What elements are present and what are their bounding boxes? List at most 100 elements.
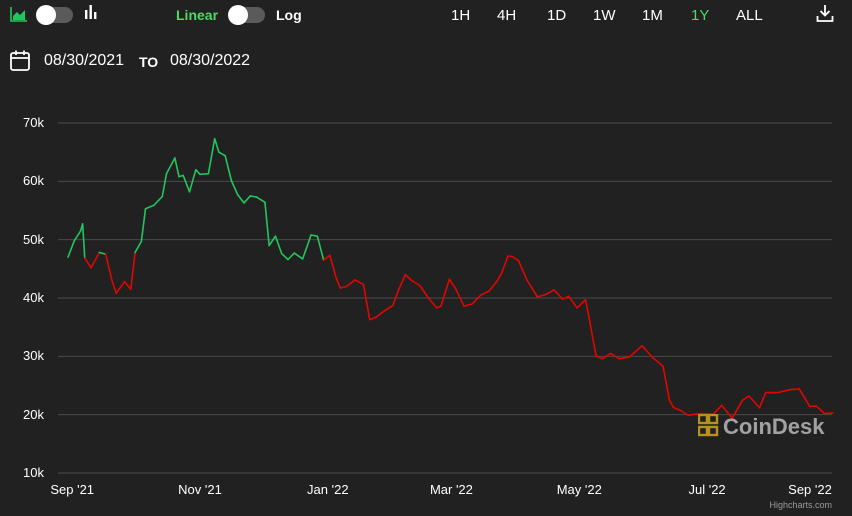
price-segment bbox=[511, 255, 520, 262]
price-segment bbox=[264, 201, 270, 247]
price-segment bbox=[553, 289, 564, 300]
price-segment bbox=[280, 252, 289, 261]
price-segment bbox=[687, 412, 702, 417]
highcharts-credit[interactable]: Highcharts.com bbox=[769, 500, 832, 510]
x-tick-label: Jul '22 bbox=[688, 482, 726, 497]
x-tick-label: Mar '22 bbox=[429, 482, 473, 497]
price-segment bbox=[293, 252, 304, 260]
y-tick-label: 70k bbox=[23, 115, 44, 130]
price-segment bbox=[584, 298, 591, 323]
end-date-field[interactable]: 08/30/2022 bbox=[170, 52, 251, 69]
x-tick-label: Sep '22 bbox=[788, 482, 832, 497]
price-segment bbox=[161, 172, 168, 198]
price-segment bbox=[419, 284, 430, 299]
price-segment bbox=[440, 278, 451, 307]
price-segment bbox=[479, 290, 490, 296]
price-segment bbox=[188, 168, 197, 193]
price-segment bbox=[345, 279, 356, 288]
y-tick-label: 20k bbox=[23, 406, 44, 422]
y-tick-label: 30k bbox=[23, 348, 44, 364]
download-icon[interactable] bbox=[816, 4, 834, 23]
price-segment bbox=[140, 207, 147, 243]
price-segment bbox=[496, 272, 503, 282]
price-segment bbox=[130, 251, 136, 291]
price-segment bbox=[255, 196, 266, 204]
price-segment bbox=[790, 388, 801, 391]
scale-toggle[interactable] bbox=[228, 5, 265, 25]
price-segment bbox=[165, 157, 176, 175]
price-segment bbox=[618, 356, 631, 360]
price-segment bbox=[90, 251, 101, 269]
price-segment bbox=[111, 279, 117, 295]
price-segment bbox=[322, 254, 331, 261]
price-segment bbox=[517, 259, 528, 281]
price-segment bbox=[712, 404, 723, 415]
price-segment bbox=[628, 345, 643, 358]
price-segment bbox=[199, 172, 210, 176]
price-segment bbox=[641, 345, 654, 359]
price-segment bbox=[329, 254, 338, 279]
bar-chart-icon[interactable] bbox=[84, 4, 98, 20]
y-tick-label: 60k bbox=[23, 173, 44, 189]
start-date-field[interactable]: 08/30/2021 bbox=[44, 52, 125, 69]
price-segment bbox=[115, 280, 126, 295]
price-segment bbox=[153, 195, 164, 207]
price-segment bbox=[368, 316, 377, 321]
range-button-4h[interactable]: 4H bbox=[497, 7, 517, 24]
y-tick-label: 50k bbox=[23, 231, 44, 247]
price-segment bbox=[609, 352, 620, 360]
price-segment bbox=[287, 252, 296, 261]
price-segment bbox=[354, 279, 365, 286]
price-segment bbox=[249, 195, 258, 198]
price-line bbox=[67, 137, 834, 419]
price-segment bbox=[213, 137, 220, 153]
price-segment bbox=[500, 255, 509, 274]
area-chart-icon[interactable] bbox=[10, 6, 28, 22]
x-tick-label: Nov '21 bbox=[178, 482, 222, 497]
y-tick-label: 10k bbox=[23, 465, 44, 480]
price-segment bbox=[268, 235, 277, 247]
toggle-knob bbox=[228, 5, 248, 25]
coindesk-logo-icon bbox=[698, 414, 719, 437]
price-segment bbox=[536, 293, 547, 298]
date-range-picker: 08/30/2021 TO 08/30/2022 bbox=[0, 48, 300, 74]
price-segment bbox=[448, 278, 457, 290]
price-segment bbox=[404, 273, 413, 282]
log-scale-label[interactable]: Log bbox=[276, 7, 302, 23]
range-button-1h[interactable]: 1H bbox=[451, 7, 471, 24]
price-segment bbox=[668, 399, 675, 409]
range-button-1d[interactable]: 1D bbox=[547, 7, 567, 24]
price-segment bbox=[174, 157, 180, 178]
price-segment bbox=[672, 406, 681, 411]
price-segment bbox=[454, 287, 465, 307]
linear-scale-label[interactable]: Linear bbox=[176, 7, 219, 23]
price-segment bbox=[595, 354, 604, 360]
price-segment bbox=[651, 356, 664, 368]
price-segment bbox=[383, 304, 394, 312]
price-segment bbox=[823, 412, 834, 415]
chart-toolbar: Linear Log 1H 4H 1D 1W 1M 1Y ALL bbox=[0, 0, 852, 30]
price-segment bbox=[391, 287, 400, 307]
price-segment bbox=[310, 234, 319, 237]
price-segment bbox=[98, 251, 107, 256]
price-segment bbox=[777, 388, 792, 394]
range-button-1m[interactable]: 1M bbox=[642, 7, 663, 24]
price-segment bbox=[427, 297, 438, 309]
price-segment bbox=[488, 279, 499, 292]
x-tick-label: Jan '22 bbox=[307, 482, 349, 497]
range-button-all[interactable]: ALL bbox=[736, 7, 763, 24]
price-segment bbox=[207, 137, 216, 175]
price-segment bbox=[576, 298, 587, 309]
coindesk-watermark: CoinDesk bbox=[723, 414, 825, 439]
date-range-to-label: TO bbox=[139, 54, 159, 70]
price-segment bbox=[463, 303, 474, 307]
range-button-1y[interactable]: 1Y bbox=[691, 7, 710, 24]
chart-type-toggle[interactable] bbox=[36, 5, 73, 25]
price-segment bbox=[808, 405, 817, 408]
price-segment bbox=[398, 273, 407, 290]
price-segment bbox=[224, 154, 233, 182]
price-segment bbox=[335, 277, 342, 289]
calendar-icon[interactable] bbox=[10, 50, 30, 71]
range-button-1w[interactable]: 1W bbox=[593, 7, 616, 24]
price-segment bbox=[243, 195, 252, 204]
